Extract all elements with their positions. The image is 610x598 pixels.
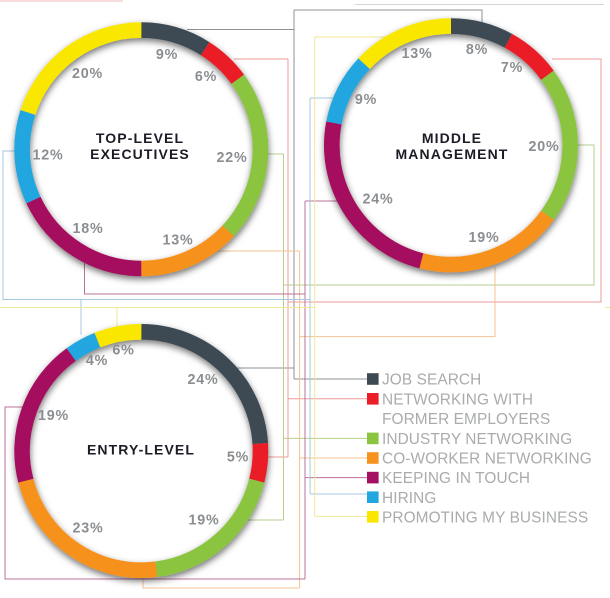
svg-text:24%: 24%: [362, 192, 393, 208]
svg-text:CO-WORKER NETWORKING: CO-WORKER NETWORKING: [382, 451, 592, 468]
svg-text:TOP-LEVEL: TOP-LEVEL: [96, 130, 184, 146]
svg-text:6%: 6%: [112, 343, 134, 359]
svg-text:8%: 8%: [466, 42, 488, 58]
svg-text:20%: 20%: [528, 139, 559, 155]
svg-text:PROMOTING MY BUSINESS: PROMOTING MY BUSINESS: [382, 509, 588, 526]
svg-text:MIDDLE: MIDDLE: [422, 130, 482, 146]
svg-text:19%: 19%: [468, 230, 499, 246]
svg-text:5%: 5%: [227, 450, 249, 466]
svg-text:18%: 18%: [72, 221, 103, 237]
svg-text:ENTRY-LEVEL: ENTRY-LEVEL: [87, 442, 195, 458]
svg-text:7%: 7%: [501, 60, 523, 76]
svg-text:12%: 12%: [32, 148, 63, 164]
svg-text:KEEPING IN TOUCH: KEEPING IN TOUCH: [382, 470, 530, 487]
svg-text:9%: 9%: [156, 47, 178, 63]
svg-text:20%: 20%: [72, 66, 103, 82]
svg-text:NETWORKING WITH: NETWORKING WITH: [382, 391, 533, 408]
svg-text:JOB SEARCH: JOB SEARCH: [382, 372, 481, 389]
svg-text:HIRING: HIRING: [382, 490, 436, 507]
svg-text:MANAGEMENT: MANAGEMENT: [396, 146, 509, 162]
svg-text:13%: 13%: [162, 233, 193, 249]
svg-text:24%: 24%: [187, 372, 218, 388]
svg-text:13%: 13%: [401, 46, 432, 62]
svg-text:19%: 19%: [188, 513, 219, 529]
svg-text:23%: 23%: [72, 521, 103, 537]
svg-text:19%: 19%: [38, 408, 69, 424]
svg-text:22%: 22%: [216, 150, 247, 166]
svg-text:EXECUTIVES: EXECUTIVES: [90, 146, 190, 162]
svg-text:4%: 4%: [86, 353, 108, 369]
svg-text:INDUSTRY NETWORKING: INDUSTRY NETWORKING: [382, 431, 572, 448]
svg-text:FORMER EMPLOYERS: FORMER EMPLOYERS: [382, 411, 550, 428]
svg-text:6%: 6%: [195, 69, 217, 85]
svg-text:9%: 9%: [355, 92, 377, 108]
